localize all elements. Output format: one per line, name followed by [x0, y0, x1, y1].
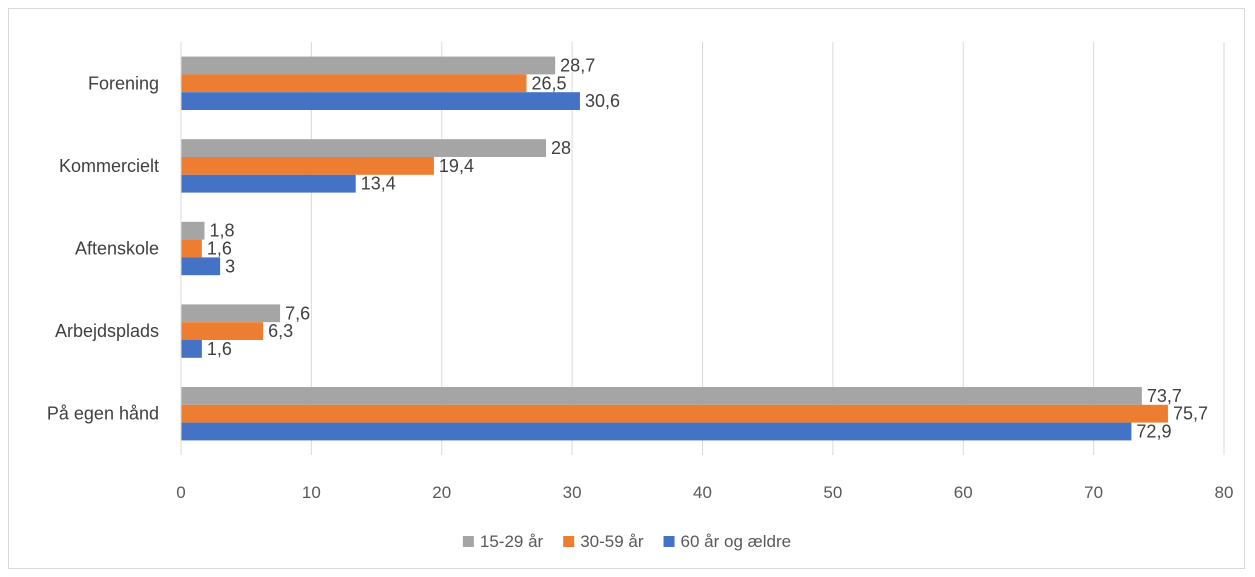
legend-swatch [462, 536, 474, 547]
bar [181, 139, 547, 157]
data-label: 75,7 [1173, 404, 1208, 424]
data-label: 3 [225, 256, 235, 276]
x-tick-label: 70 [1084, 483, 1103, 502]
data-label: 13,4 [361, 174, 396, 194]
data-label: 73,7 [1147, 386, 1182, 406]
category-label: Aftenskole [75, 239, 159, 259]
bar [181, 422, 1132, 441]
category-label: På egen hånd [47, 404, 159, 424]
legend-label: 60 år og ældre [681, 532, 792, 551]
legend-swatch [563, 536, 575, 547]
legend-swatch [663, 536, 675, 547]
data-label: 1,6 [207, 239, 232, 259]
data-label: 6,3 [268, 321, 293, 341]
data-labels: 28,726,530,62819,413,41,81,637,66,31,673… [207, 56, 1208, 442]
bar [181, 56, 556, 75]
bar [181, 157, 434, 175]
data-label: 30,6 [585, 91, 620, 111]
bar [181, 304, 281, 323]
bar [181, 387, 1142, 405]
data-label: 28,7 [560, 56, 595, 76]
bars [181, 56, 1168, 441]
data-label: 28 [551, 138, 571, 158]
data-label: 7,6 [285, 303, 310, 323]
legend: 15-29 år 30-59 år 60 år og ældre [462, 532, 792, 551]
category-label: Kommercielt [59, 156, 159, 176]
x-tick-label: 20 [432, 483, 451, 502]
bar [181, 92, 580, 110]
x-tick-label: 60 [954, 483, 973, 502]
bar [181, 404, 1168, 423]
data-label: 19,4 [439, 156, 474, 176]
bar [181, 174, 356, 193]
data-label: 26,5 [531, 73, 566, 93]
bar [181, 257, 221, 276]
data-label: 1,8 [209, 221, 234, 241]
x-tick-label: 0 [176, 483, 185, 502]
category-label: Arbejdsplads [55, 321, 159, 341]
data-label: 1,6 [207, 339, 232, 359]
legend-label: 30-59 år [580, 532, 644, 551]
x-tick-label: 80 [1215, 483, 1234, 502]
x-tick-label: 50 [823, 483, 842, 502]
bar [181, 239, 202, 258]
bar [181, 340, 202, 358]
bar [181, 322, 264, 340]
bar [181, 221, 205, 240]
data-label: 72,9 [1136, 422, 1171, 442]
x-tick-label: 30 [563, 483, 582, 502]
legend-label: 15-29 år [480, 532, 544, 551]
x-tick-label: 40 [693, 483, 712, 502]
category-label: Forening [88, 73, 159, 93]
axes: 0 10 20 30 40 50 60 70 80 Forening Kommercielt Afte… [47, 42, 1234, 502]
x-tick-label: 10 [302, 483, 321, 502]
bar [181, 74, 527, 93]
